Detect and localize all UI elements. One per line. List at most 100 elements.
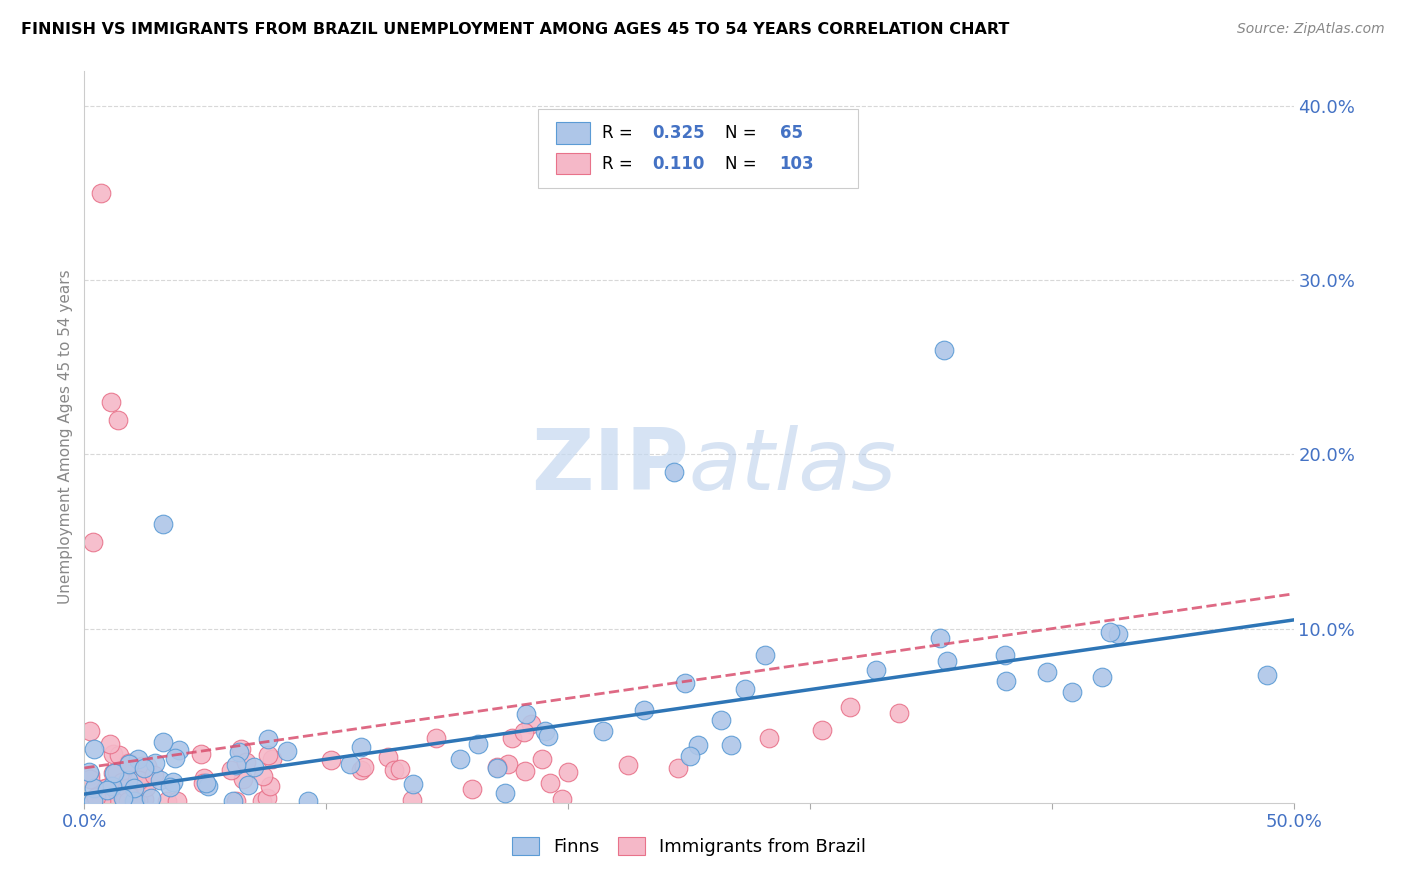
Point bbox=[112, 794, 135, 808]
Text: 0.325: 0.325 bbox=[652, 124, 706, 142]
Point bbox=[108, 780, 131, 794]
Point bbox=[935, 654, 957, 668]
Point bbox=[79, 772, 101, 787]
Point bbox=[720, 738, 742, 752]
Point bbox=[132, 792, 155, 806]
Point bbox=[124, 780, 146, 794]
Point bbox=[673, 676, 696, 690]
Point bbox=[77, 794, 100, 808]
Point bbox=[515, 706, 537, 721]
Point bbox=[530, 752, 553, 766]
Legend: Finns, Immigrants from Brazil: Finns, Immigrants from Brazil bbox=[505, 830, 873, 863]
Point bbox=[96, 780, 118, 795]
Point bbox=[105, 764, 128, 779]
Point bbox=[120, 776, 142, 790]
Point bbox=[557, 765, 579, 780]
Point bbox=[389, 762, 412, 776]
Point bbox=[121, 769, 143, 783]
Point bbox=[135, 759, 157, 773]
Point bbox=[112, 794, 135, 808]
Bar bbox=[555, 122, 589, 144]
Point bbox=[889, 706, 911, 720]
Point bbox=[734, 681, 756, 696]
Point bbox=[350, 739, 373, 754]
Point bbox=[156, 794, 179, 808]
Point bbox=[754, 648, 776, 662]
Point bbox=[94, 783, 117, 797]
Point bbox=[662, 465, 685, 479]
Point bbox=[934, 343, 956, 357]
Point bbox=[108, 747, 131, 762]
Point bbox=[98, 737, 121, 751]
Point bbox=[101, 779, 124, 793]
Point bbox=[353, 759, 375, 773]
Point bbox=[107, 412, 129, 426]
Point bbox=[132, 778, 155, 792]
Point bbox=[319, 753, 342, 767]
Point bbox=[1091, 670, 1114, 684]
Point bbox=[82, 794, 104, 808]
Point bbox=[1098, 625, 1121, 640]
Point bbox=[339, 756, 361, 771]
Text: 65: 65 bbox=[780, 124, 803, 142]
Bar bbox=[555, 153, 589, 175]
Point bbox=[501, 731, 523, 745]
Point bbox=[1107, 627, 1129, 641]
Point bbox=[96, 783, 118, 797]
Text: atlas: atlas bbox=[689, 425, 897, 508]
Point bbox=[79, 767, 101, 781]
Point bbox=[256, 791, 278, 805]
Point bbox=[191, 775, 214, 789]
Point bbox=[401, 793, 423, 807]
Point bbox=[257, 732, 280, 747]
Point bbox=[131, 759, 153, 773]
Point bbox=[225, 794, 247, 808]
Point bbox=[449, 752, 471, 766]
Point bbox=[90, 782, 112, 797]
Point bbox=[127, 770, 149, 784]
Point bbox=[128, 794, 150, 808]
Point bbox=[592, 723, 614, 738]
Point bbox=[97, 794, 120, 808]
Point bbox=[633, 702, 655, 716]
Point bbox=[1256, 668, 1278, 682]
Point bbox=[994, 648, 1017, 662]
Point bbox=[537, 729, 560, 743]
Point bbox=[94, 794, 117, 808]
Point bbox=[758, 731, 780, 746]
Point bbox=[235, 755, 257, 769]
Text: 0.110: 0.110 bbox=[652, 154, 704, 172]
Point bbox=[1062, 684, 1084, 698]
Text: N =: N = bbox=[725, 154, 756, 172]
Point bbox=[101, 765, 124, 780]
Point bbox=[143, 756, 166, 771]
Point bbox=[377, 750, 399, 764]
Point bbox=[100, 395, 122, 409]
Point bbox=[512, 725, 534, 739]
Point bbox=[110, 775, 132, 789]
Point bbox=[112, 780, 135, 795]
Point bbox=[666, 761, 689, 775]
Point bbox=[118, 756, 141, 771]
Point bbox=[686, 739, 709, 753]
Point bbox=[117, 780, 139, 795]
FancyBboxPatch shape bbox=[538, 110, 858, 188]
Point bbox=[228, 745, 250, 759]
Point bbox=[276, 744, 298, 758]
Point bbox=[112, 794, 135, 808]
Point bbox=[135, 780, 157, 794]
Point bbox=[124, 794, 146, 808]
Point bbox=[467, 737, 489, 751]
Point bbox=[994, 673, 1017, 688]
Point bbox=[194, 776, 217, 790]
Point bbox=[197, 779, 219, 793]
Point bbox=[152, 735, 174, 749]
Point bbox=[839, 700, 862, 714]
Point bbox=[124, 794, 146, 808]
Point bbox=[103, 766, 125, 780]
Point bbox=[82, 794, 104, 808]
Point bbox=[163, 750, 186, 764]
Point bbox=[513, 764, 536, 778]
Point bbox=[90, 794, 112, 808]
Point bbox=[190, 747, 212, 761]
